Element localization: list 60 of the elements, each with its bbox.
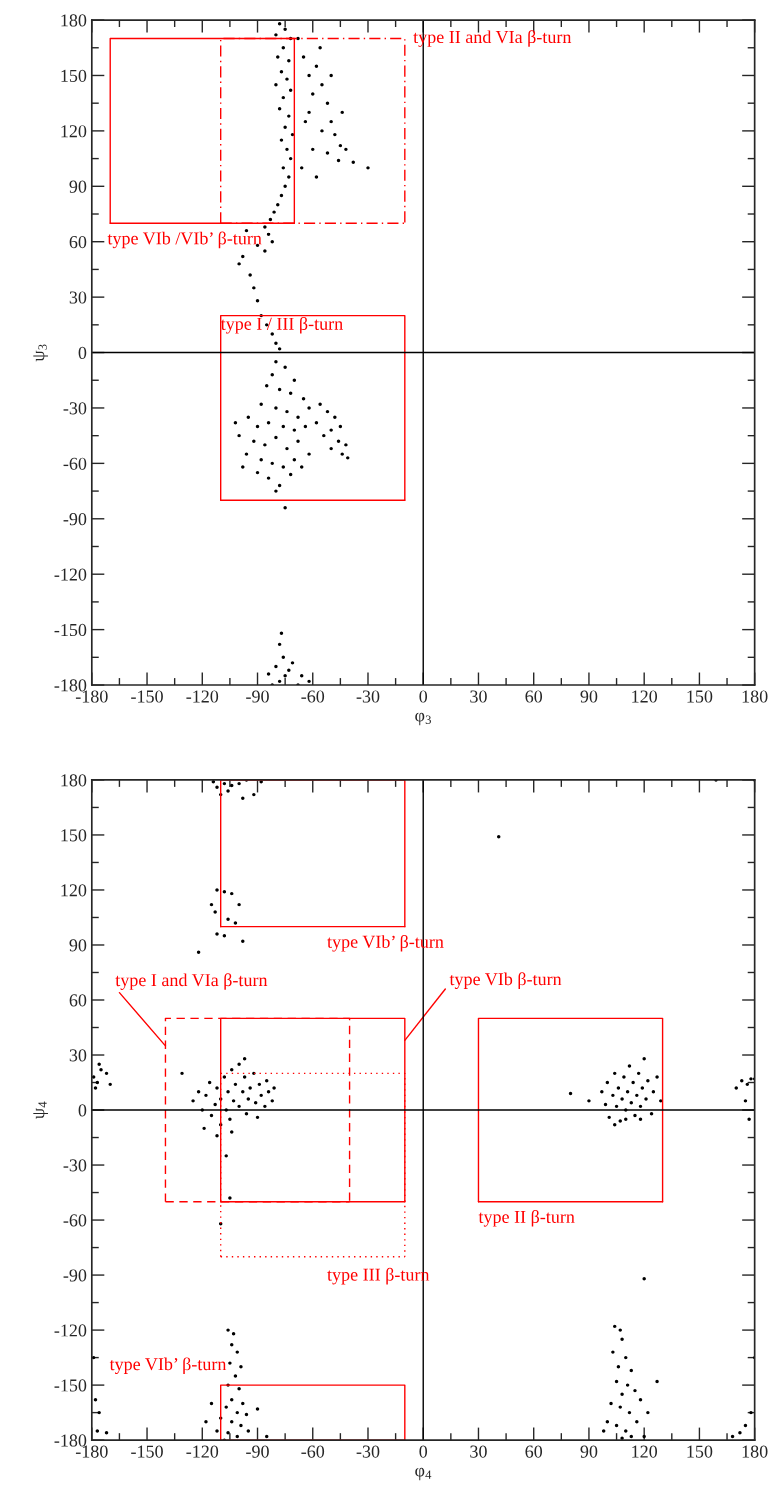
y-tick-label: 60 xyxy=(69,994,87,1007)
x-tick-label: 90 xyxy=(580,690,598,703)
x-tick-label: -30 xyxy=(356,1445,380,1458)
y-tick-label: 120 xyxy=(61,884,87,897)
y-tick-label: -90 xyxy=(63,1269,87,1282)
y-tick-label: -150 xyxy=(54,623,87,637)
y-tick-label: -60 xyxy=(63,1214,87,1227)
y-tick-label: -90 xyxy=(63,513,87,526)
y-tick-label: 150 xyxy=(61,829,87,842)
y-tick-label: 0 xyxy=(78,346,87,359)
y-tick-label: -30 xyxy=(63,1159,87,1172)
x-tick-label: 30 xyxy=(470,1445,487,1458)
x-tick-label: 90 xyxy=(580,1445,598,1458)
y-tick-label: 180 xyxy=(61,14,87,27)
x-tick-label: 0 xyxy=(419,690,428,703)
y-tick-label: 90 xyxy=(69,180,87,193)
x-tick-label: -60 xyxy=(301,1445,325,1458)
y-tick-label: 60 xyxy=(69,235,87,249)
y-axis-title: ψ$_{3}$ xyxy=(33,344,49,362)
x-tick-label: -30 xyxy=(356,690,380,703)
y-tick-label: 30 xyxy=(69,291,87,304)
x-tick-label: 150 xyxy=(687,690,713,703)
x-tick-label: 120 xyxy=(632,1445,658,1458)
annotation: type II β-turn xyxy=(478,1210,575,1227)
y-tick-label: 90 xyxy=(69,939,87,952)
x-tick-label: -120 xyxy=(186,1445,219,1458)
x-tick-label: 150 xyxy=(687,1445,713,1458)
y-tick-label: 120 xyxy=(61,125,87,138)
x-tick-label: 180 xyxy=(742,690,768,703)
y-tick-label: 0 xyxy=(78,1104,87,1117)
annotation: type I / III β-turn xyxy=(220,316,343,334)
x-tick-label: -90 xyxy=(246,690,269,703)
x-tick-label: -60 xyxy=(301,690,325,703)
x-axis-title: φ$_{4}$ xyxy=(415,1467,432,1481)
x-axis-title: φ$_{3}$ xyxy=(415,712,431,726)
annotation: type VIb β-turn xyxy=(449,972,562,989)
x-tick-label: -150 xyxy=(131,1445,163,1458)
x-tick-label: 60 xyxy=(525,1445,543,1458)
x-tick-label: -90 xyxy=(246,1445,269,1458)
y-axis-title: ψ$_{4}$ xyxy=(33,1101,49,1119)
annotation: type VIb’ β-turn xyxy=(109,1357,227,1374)
y-tick-label: -180 xyxy=(54,1434,87,1447)
y-tick-label: -30 xyxy=(63,402,87,415)
y-tick-label: -120 xyxy=(54,568,87,581)
y-tick-label: -180 xyxy=(54,679,87,692)
x-tick-label: 180 xyxy=(742,1445,768,1458)
x-tick-label: -150 xyxy=(131,690,163,703)
y-tick-label: -60 xyxy=(63,457,87,470)
y-tick-label: 180 xyxy=(61,774,87,787)
x-tick-label: -120 xyxy=(186,690,219,703)
annotation: type I and VIa β-turn xyxy=(115,973,268,990)
x-tick-label: 30 xyxy=(470,690,487,703)
y-tick-label: -120 xyxy=(54,1324,87,1337)
annotation: type VIb /VIb’ β-turn xyxy=(107,231,262,249)
x-tick-label: 120 xyxy=(632,690,658,703)
x-tick-label: 0 xyxy=(419,1445,428,1458)
y-tick-label: -150 xyxy=(54,1379,87,1392)
x-tick-label: 60 xyxy=(525,690,543,703)
y-tick-label: 30 xyxy=(69,1049,87,1062)
y-tick-label: 150 xyxy=(61,69,87,82)
